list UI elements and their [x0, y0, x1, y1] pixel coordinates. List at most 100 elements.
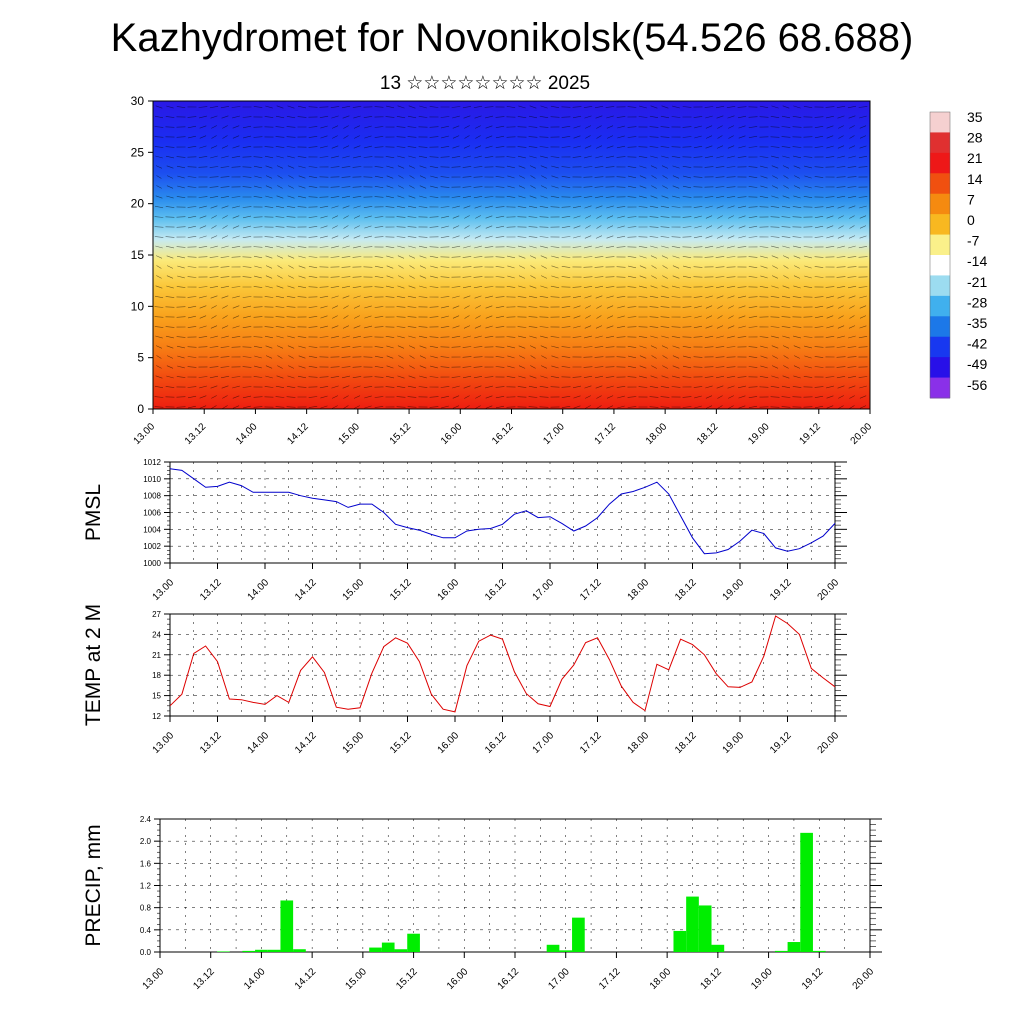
precip-bar [394, 949, 408, 952]
y-tick-label: 0.8 [140, 904, 152, 913]
colorbar-label: -35 [967, 315, 987, 331]
x-tick-label: 14.00 [234, 421, 260, 447]
x-tick-label: 18.00 [626, 577, 652, 603]
y-tick-label: 15 [152, 692, 161, 701]
x-tick-label: 13.12 [191, 966, 217, 992]
y-axis-title: PMSL [82, 484, 105, 541]
y-tick-label: 24 [152, 630, 161, 639]
x-tick-label: 19.00 [749, 966, 775, 992]
x-tick-label: 16.12 [490, 421, 516, 447]
x-tick-label: 13.12 [198, 730, 224, 756]
x-tick-label: 19.00 [721, 730, 747, 756]
x-tick-label: 13.00 [151, 730, 177, 756]
colorbar-label: -21 [967, 274, 987, 290]
y-tick-label: 1008 [143, 492, 161, 501]
x-tick-label: 19.00 [746, 421, 772, 447]
heatmap-field [153, 101, 870, 409]
x-tick-label: 13.00 [141, 966, 167, 992]
y-tick-label: 12 [152, 712, 161, 721]
x-tick-label: 17.12 [593, 421, 619, 447]
y-tick-label: 5 [137, 351, 144, 365]
y-tick-label: 1.6 [140, 859, 152, 868]
y-tick-label: 30 [131, 94, 145, 108]
colorbar-swatch [930, 214, 950, 236]
series-line [169, 468, 836, 555]
colorbar-swatch [930, 357, 950, 379]
colorbar-label: -28 [967, 294, 987, 310]
precip-bar [255, 949, 268, 952]
x-tick-label: 14.00 [242, 966, 268, 992]
x-tick-label: 18.00 [626, 730, 652, 756]
x-tick-label: 18.00 [644, 421, 670, 447]
precip-bar [673, 930, 687, 952]
x-tick-label: 16.12 [483, 577, 509, 603]
y-tick-label: 0.4 [140, 926, 152, 935]
y-tick-label: 21 [152, 651, 161, 660]
x-tick-label: 15.12 [388, 577, 414, 603]
colorbar-label: 35 [967, 109, 983, 125]
y-tick-label: 1002 [143, 542, 161, 551]
y-tick-label: 1010 [143, 475, 161, 484]
panel-frame [169, 461, 836, 564]
precip-bar [800, 832, 813, 952]
precip-bar [572, 917, 585, 952]
precip-bar [267, 949, 281, 952]
precip-bar [369, 947, 382, 952]
colorbar-label: -7 [967, 233, 980, 249]
precip-bar [293, 949, 306, 952]
colorbar-label: -56 [967, 377, 987, 393]
y-tick-label: 1012 [143, 458, 161, 467]
colorbar-swatch [930, 234, 950, 256]
wind-barbs [154, 105, 868, 409]
precip-bar [217, 951, 230, 952]
colorbar-swatch [930, 193, 950, 215]
x-tick-label: 17.00 [546, 966, 572, 992]
panel-frame [159, 818, 871, 953]
y-tick-label: 2.0 [140, 837, 152, 846]
x-tick-label: 13.00 [151, 577, 177, 603]
precip-bar [559, 950, 573, 952]
colorbar-swatch [930, 275, 950, 297]
colorbar-swatch [930, 316, 950, 338]
x-tick-label: 14.00 [246, 730, 272, 756]
y-tick-label: 1000 [143, 559, 161, 568]
x-tick-label: 17.12 [597, 966, 623, 992]
colorbar-label: 7 [967, 191, 975, 207]
precip-bar [787, 942, 801, 952]
x-tick-label: 16.00 [436, 577, 462, 603]
x-tick-label: 14.00 [246, 577, 272, 603]
y-tick-label: 0.0 [140, 948, 152, 957]
precip-bar [381, 942, 395, 952]
colorbar-swatch [930, 173, 950, 195]
colorbar-label: 21 [967, 150, 983, 166]
precip-bar [407, 933, 420, 952]
precip-bar [711, 944, 725, 952]
x-tick-label: 15.00 [341, 730, 367, 756]
y-tick-label: 1006 [143, 509, 161, 518]
series-line [169, 615, 836, 713]
x-tick-label: 15.12 [388, 730, 414, 756]
x-tick-label: 19.12 [768, 577, 794, 603]
precip-bar [774, 950, 788, 952]
y-tick-label: 18 [152, 671, 161, 680]
x-tick-label: 15.00 [344, 966, 370, 992]
x-tick-label: 15.12 [394, 966, 420, 992]
x-tick-label: 17.12 [578, 577, 604, 603]
x-tick-label: 13.12 [183, 421, 209, 447]
x-tick-label: 14.12 [293, 730, 319, 756]
colorbar-label: 28 [967, 130, 983, 146]
x-tick-label: 17.00 [531, 577, 557, 603]
y-axis-title: PRECIP, mm [82, 824, 105, 946]
x-tick-label: 16.12 [496, 966, 522, 992]
colorbar-swatch [930, 295, 950, 317]
x-tick-label: 16.00 [436, 730, 462, 756]
x-tick-label: 16.00 [439, 421, 465, 447]
colorbar-label: -49 [967, 356, 987, 372]
y-tick-label: 1004 [143, 525, 161, 534]
precip-bar [242, 950, 256, 952]
x-tick-label: 19.12 [768, 730, 794, 756]
precip-bar [686, 896, 699, 952]
